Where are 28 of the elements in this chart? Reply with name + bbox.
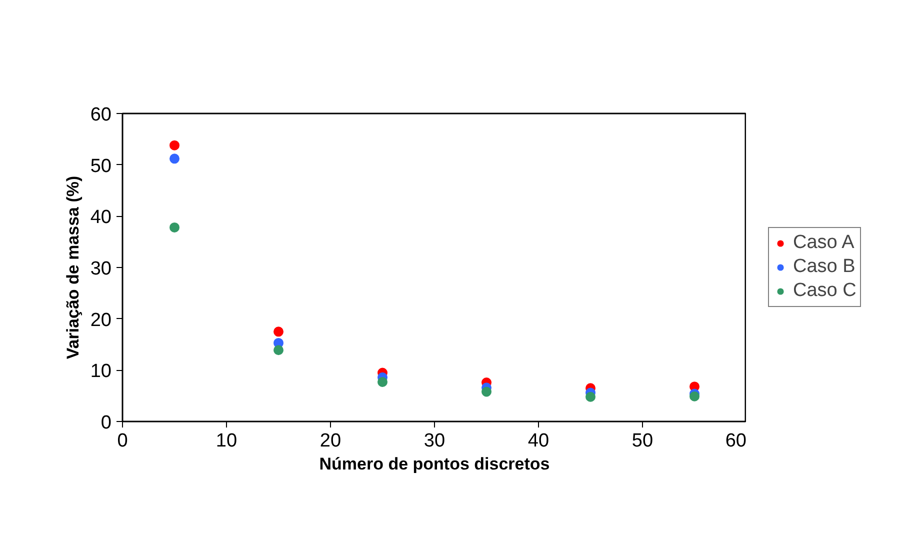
y-tick-label: 40 xyxy=(90,207,112,228)
point xyxy=(690,391,700,402)
point xyxy=(170,140,180,150)
x-tick-label: 10 xyxy=(216,430,238,452)
x-tick-label: 20 xyxy=(320,430,342,452)
point xyxy=(274,345,284,356)
point xyxy=(170,222,180,232)
y-tick-label: 10 xyxy=(90,361,112,382)
x-tick-label: 50 xyxy=(632,430,654,452)
point xyxy=(274,326,284,337)
point xyxy=(378,376,388,387)
y-tick-label: 50 xyxy=(90,156,112,177)
y-tick-label: 60 xyxy=(90,104,112,126)
y-tick-label: 0 xyxy=(100,412,112,434)
x-tick-label: 30 xyxy=(424,430,446,452)
legend-label: Caso A xyxy=(793,232,854,254)
y-axis-title: Variação de massa (%) xyxy=(63,176,82,360)
y-tick-label: 20 xyxy=(90,310,112,331)
legend-label: Caso B xyxy=(793,256,856,278)
x-tick-label: 60 xyxy=(725,430,747,452)
x-tick-label: 0 xyxy=(117,430,128,452)
x-tick-label: 40 xyxy=(528,430,550,452)
y-tick-label: 30 xyxy=(90,258,112,280)
point xyxy=(482,386,492,397)
point xyxy=(586,392,596,402)
legend-label: Caso C xyxy=(793,280,856,302)
x-axis-title: Número de pontos discretos xyxy=(319,454,550,474)
point xyxy=(170,154,180,164)
